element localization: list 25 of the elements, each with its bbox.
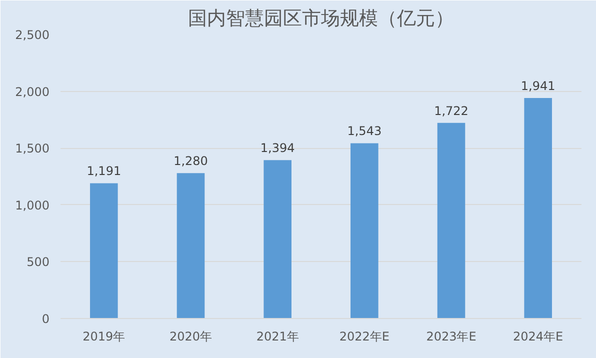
chart-title: 国内智慧园区市场规模（亿元） — [188, 8, 454, 30]
y-tick-label: 2,500 — [15, 28, 50, 42]
y-tick-label: 0 — [42, 312, 50, 326]
bar — [437, 122, 466, 318]
data-label: 1,722 — [434, 104, 468, 118]
bar — [90, 183, 118, 318]
bar — [176, 173, 205, 318]
bar — [264, 160, 292, 318]
y-tick-label: 2,000 — [15, 84, 50, 99]
data-label: 1,941 — [520, 79, 556, 93]
x-tick-label: 2023年E — [426, 330, 476, 344]
y-tick-label: 1,000 — [15, 198, 50, 212]
bar — [524, 98, 552, 318]
x-tick-label: 2020年 — [169, 330, 212, 344]
x-tick-label: 2024年E — [513, 330, 564, 344]
data-label: 1,543 — [347, 124, 382, 138]
bar — [350, 143, 378, 318]
data-label: 1,191 — [86, 164, 122, 178]
y-tick-label: 1,500 — [15, 142, 50, 156]
x-tick-label: 2021年 — [256, 330, 299, 344]
x-tick-label: 2019年 — [82, 330, 126, 344]
data-label: 1,280 — [174, 154, 208, 168]
x-tick-label: 2022年E — [339, 330, 390, 344]
data-label: 1,394 — [260, 141, 295, 156]
y-tick-label: 500 — [26, 255, 50, 270]
